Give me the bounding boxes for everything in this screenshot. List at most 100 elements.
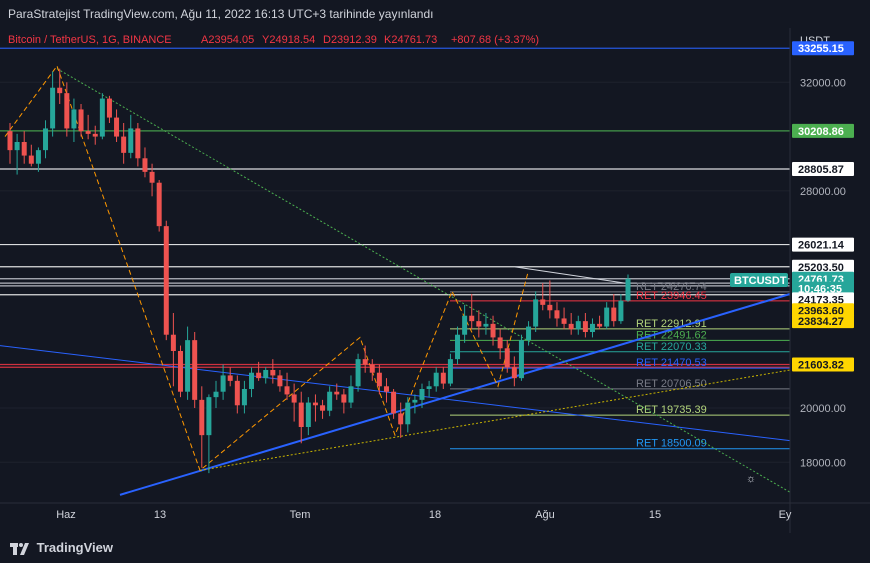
top-bar: ParaStratejist TradingView.com, Ağu 11, … [0,0,870,28]
candle-body [121,136,127,153]
candle-body [469,315,475,322]
candle-body [540,299,546,305]
candle-body [241,389,247,406]
candle-body [185,340,191,392]
ohlc-change: +807.68 (+3.37%) [451,34,539,46]
green-dotted-line [56,68,791,493]
bottom-bar: TradingView [0,533,870,563]
price-label: 23834.27 [798,316,844,328]
candle-body [114,117,120,137]
candle-body [163,226,169,335]
candle-body [355,359,361,387]
candle-body [455,334,461,360]
ohlc-open: A23954.05 [201,34,254,46]
candle-body [426,386,432,389]
candle-body [21,142,27,156]
price-label-box [792,41,854,56]
candle-body [50,87,56,129]
candle-body [604,307,610,327]
fib-label: RET 21470.53 [636,357,707,369]
price-label: 33255.15 [798,43,844,55]
candle-body [405,402,411,425]
candle-body [149,171,155,183]
candle-body [511,367,517,379]
time-axis[interactable]: Haz 13 Tem 18 Ağu 15 Ey [56,509,792,521]
candle-body [618,300,624,322]
ohlc-low: D23912.39 [323,34,377,46]
candle-body [341,394,347,403]
price-label: 30208.86 [798,126,844,138]
fib-label: RET 22912.91 [636,318,707,330]
candle-body [320,405,326,411]
price-tick: 28000.00 [800,186,846,198]
fib-label: RET 22491.62 [636,329,707,341]
candle-body [305,402,311,427]
candle-body [206,397,212,436]
candle-body [71,109,77,129]
candle-body [106,98,112,118]
candle-body [312,402,318,406]
candle-body [447,359,453,384]
time-label: Tem [290,509,311,521]
candle-body [227,375,233,381]
candle-body [582,321,588,332]
price-tick: 18000.00 [800,457,846,469]
candle-body [597,323,603,327]
candle-body [99,98,105,137]
candle-body [177,351,183,392]
price-label-box [792,259,854,274]
time-label: Ey [779,509,792,521]
price-label-box [792,123,854,138]
symbol-badge-label: BTCUSDT [734,275,787,287]
tradingview-logo-icon [10,542,29,555]
time-label: Ağu [535,509,555,521]
candle-body [291,394,297,403]
candle-body [462,315,468,335]
candle-body [277,375,283,387]
price-ticks: 32000.00 28000.00 20000.00 18000.00 [800,77,846,469]
price-label-box [792,281,854,296]
candle-body [561,318,567,324]
sun-icon[interactable]: ☼ [746,473,756,485]
candle-body [92,133,98,137]
time-label: 18 [429,509,441,521]
time-label: Haz [56,509,76,521]
candle-body [7,131,13,151]
price-label-box [792,237,854,252]
candle-body [192,340,198,400]
candle-body [518,340,524,379]
candle-body [64,93,70,129]
brand: TradingView [10,540,113,555]
candle-body [220,375,226,392]
symbol-name: Bitcoin / TetherUS, 1G, BINANCE [8,34,172,46]
candle-body [419,389,425,400]
price-label-box [792,314,854,329]
candle-body [14,142,20,151]
horizontal-levels [0,47,790,368]
fib-label: RET 19735.39 [636,404,707,416]
candle-body [256,372,262,379]
candle-body [376,372,382,387]
candle-body [298,402,304,427]
uptrend-line [119,293,791,496]
price-labels: 33255.15 30208.86 28805.87 26021.14 25203.50… [792,41,854,372]
candle-body [234,380,240,406]
candle-body [568,323,574,330]
symbol-badge [730,273,788,287]
candle-body [554,310,560,319]
candle-body [433,372,439,387]
candle-body [135,128,141,159]
candle-body [533,299,539,327]
time-label: 13 [154,509,166,521]
candle-body [327,391,333,411]
chart-area[interactable]: RET 24276.74 RET 23946.45 RET 22912.91 RET … [0,28,870,533]
candle-body [504,348,510,368]
candle-body [263,370,269,379]
candle-body [490,323,496,338]
candle-body [412,399,418,403]
candle-body [348,386,354,403]
candle-body [611,307,617,322]
candle-body [213,391,219,398]
candle-body [483,323,489,327]
